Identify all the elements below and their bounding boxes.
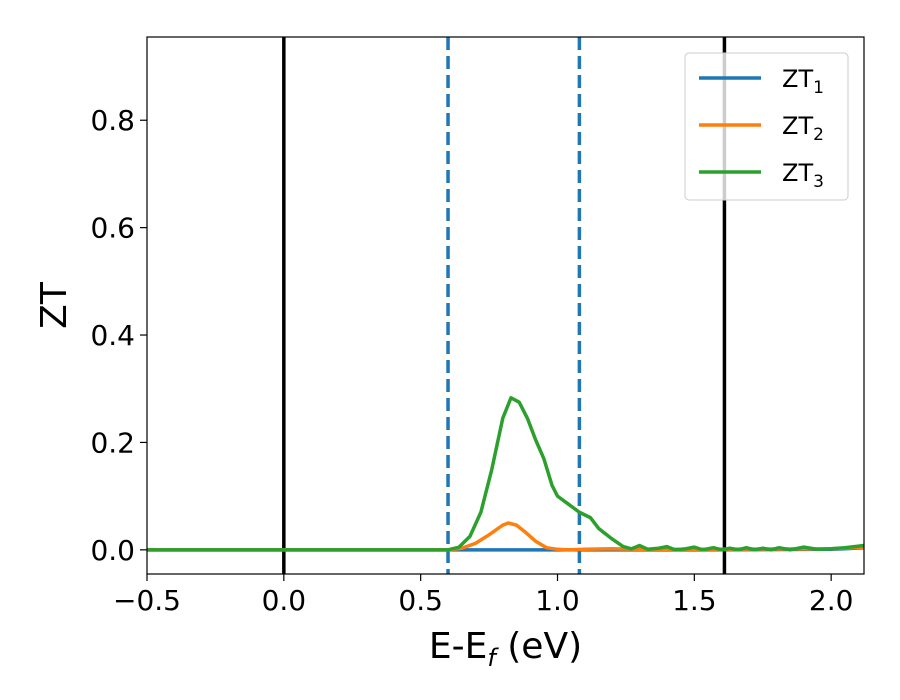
legend-box [684,52,849,201]
x-tick-label: 0.0 [262,584,307,617]
x-axis-ticks: −0.5 0.0 0.5 1.0 1.5 2.0 [113,574,853,617]
y-axis-ticks: 0.0 0.2 0.4 0.6 0.8 [90,104,147,567]
y-tick-label: 0.2 [90,426,135,459]
y-tick-label: 0.0 [90,534,135,567]
x-tick-label: 0.5 [398,584,443,617]
legend: ZT1 ZT2 ZT3 [684,52,849,201]
series-line-zt2 [147,521,864,552]
plot-frame [146,36,865,575]
y-tick-label: 0.6 [90,212,135,245]
series-line-zt3 [147,396,864,552]
legend-label-zt3: ZT3 [782,159,824,192]
vertical-reference-lines [282,37,727,574]
y-tick-label: 0.8 [90,104,135,137]
x-tick-label: 1.0 [535,584,580,617]
x-tick-label: 1.5 [672,584,717,617]
y-tick-label: 0.4 [90,319,135,352]
legend-label-zt1: ZT1 [782,65,824,98]
y-axis-label: ZT [34,281,75,329]
legend-label-zt2: ZT2 [782,112,824,145]
x-axis-label-unit: (eV) [496,626,582,667]
x-tick-label: −0.5 [113,584,181,617]
x-tick-label: 2.0 [809,584,854,617]
series-lines [147,396,864,552]
x-axis-label-main: E-E [429,626,487,667]
x-axis-label: E-Ef (eV) [429,626,582,672]
